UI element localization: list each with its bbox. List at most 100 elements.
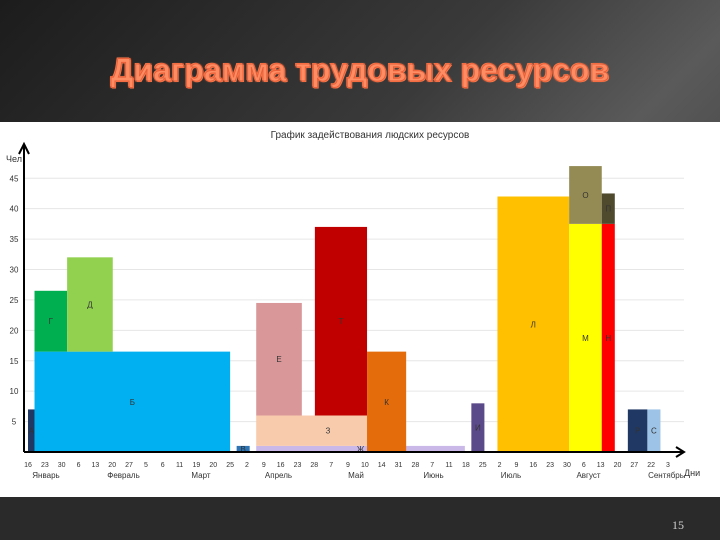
day-tick-label: 30 [563, 462, 571, 469]
day-tick-label: 13 [91, 462, 99, 469]
day-tick-label: 3 [666, 462, 670, 469]
y-axis-arrow [18, 141, 30, 155]
day-tick-label: 18 [462, 462, 470, 469]
day-tick-label: 13 [597, 462, 605, 469]
day-tick-label: 11 [176, 462, 183, 469]
block-label: М [582, 334, 589, 343]
resource-block [497, 196, 570, 452]
day-tick-label: 23 [41, 462, 49, 469]
day-tick-label: 20 [108, 462, 116, 469]
resource-block [34, 290, 68, 352]
resource-block [601, 223, 615, 452]
month-label: Январь [32, 471, 59, 480]
axes [18, 141, 686, 458]
day-tick-label: 7 [430, 462, 434, 469]
resource-block [367, 351, 407, 452]
day-tick-label: 2 [245, 462, 249, 469]
day-tick-label: 11 [445, 462, 452, 469]
month-label: Февраль [107, 471, 140, 480]
day-tick-label: 16 [24, 462, 32, 469]
block-label: Л [531, 320, 536, 329]
month-label: Июнь [423, 471, 443, 480]
block-label: З [325, 427, 330, 436]
resource-block [67, 257, 113, 352]
block-label: О [582, 191, 588, 200]
day-tick-label: 5 [144, 462, 148, 469]
footer-bar [0, 497, 720, 540]
day-tick-label: 23 [294, 462, 302, 469]
month-label: Август [576, 471, 600, 480]
day-tick-label: 14 [378, 462, 386, 469]
resource-block [569, 223, 602, 452]
tick-labels: 16 23 30 6 13 20 27 5 6 11 19 20 25 2 9 16 23 28 7 9 10 14 31 2… [24, 462, 684, 480]
resource-block [34, 351, 231, 452]
resource-block [569, 166, 602, 224]
slide-title: Диаграмма трудовых ресурсов [110, 52, 610, 89]
day-tick-label: 20 [209, 462, 217, 469]
day-tick-label: 6 [161, 462, 165, 469]
x-axis-arrow [675, 446, 686, 458]
block-label: К [384, 398, 389, 407]
block-label: Д [87, 300, 93, 309]
day-tick-label: 10 [361, 462, 369, 469]
block-label: Ж [357, 445, 365, 454]
block-label: В [240, 445, 245, 454]
resource-block [256, 445, 465, 452]
block-label: С [651, 427, 657, 436]
day-tick-label: 9 [262, 462, 266, 469]
resource-block [627, 409, 648, 452]
day-tick-label: 30 [58, 462, 66, 469]
resource-block [647, 409, 661, 452]
block-label: Т [339, 317, 344, 326]
day-tick-label: 7 [329, 462, 333, 469]
day-tick-label: 9 [346, 462, 350, 469]
block-label: А [29, 427, 35, 436]
page-number: 15 [672, 518, 684, 532]
block-label: Н [605, 334, 611, 343]
month-label: Март [191, 471, 210, 480]
day-tick-label: 27 [630, 462, 638, 469]
day-tick-label: 28 [310, 462, 318, 469]
day-tick-label: 6 [77, 462, 81, 469]
day-tick-label: 31 [395, 462, 403, 469]
resource-block [236, 445, 250, 452]
day-tick-label: 22 [647, 462, 655, 469]
block-label: Е [276, 355, 281, 364]
day-tick-label: 25 [226, 462, 234, 469]
y-tick-label: 5 [12, 418, 17, 427]
y-tick-label: 15 [10, 357, 19, 366]
y-tick-label: 40 [10, 205, 19, 214]
day-tick-label: 25 [479, 462, 487, 469]
day-tick-label: 9 [514, 462, 518, 469]
resource-block [28, 409, 35, 452]
month-label: Сентябрь [648, 471, 684, 480]
y-tick-label: 10 [10, 387, 19, 396]
block-label: Б [130, 398, 135, 407]
block-label: Р [635, 427, 640, 436]
block-label: Г [49, 317, 54, 326]
day-tick-label: 23 [546, 462, 554, 469]
y-tick-label: 20 [10, 326, 19, 335]
resource-block [471, 403, 485, 452]
resource-blocks: А Б Г Д В Ж З Е Т К И Л М О Н П Р С [28, 166, 661, 454]
block-label: И [475, 424, 481, 433]
chart-panel: График задействования людских ресурсов Ч… [0, 122, 720, 497]
month-label: Май [348, 471, 364, 480]
day-tick-label: 27 [125, 462, 133, 469]
y-tick-label: 35 [10, 235, 19, 244]
month-label: Июль [501, 471, 521, 480]
y-axis-label: Чел [6, 154, 22, 164]
y-tick-label: 25 [10, 296, 19, 305]
day-tick-label: 16 [277, 462, 285, 469]
resource-block [256, 302, 302, 416]
day-tick-label: 6 [582, 462, 586, 469]
y-tick-label: 30 [10, 266, 19, 275]
block-label: П [605, 205, 611, 214]
day-tick-label: 20 [614, 462, 622, 469]
y-tick-label: 45 [10, 174, 19, 183]
resource-block [601, 193, 615, 224]
month-label: Апрель [265, 471, 292, 480]
chart-title: График задействования людских ресурсов [271, 129, 470, 141]
x-axis-label: Дни [684, 468, 700, 478]
day-tick-label: 19 [193, 462, 201, 469]
